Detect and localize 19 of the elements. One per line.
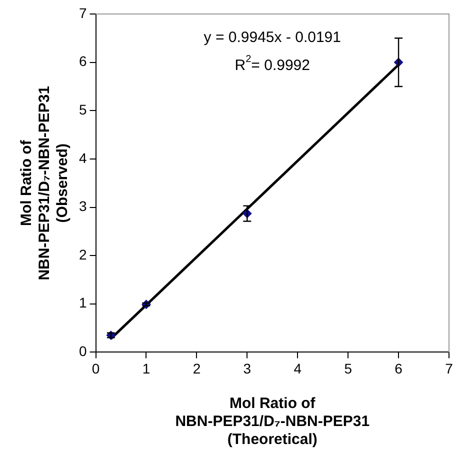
x-tick-label: 7: [445, 360, 454, 376]
y-axis-title: Mol Ratio of NBN-PEP31/D₇-NBN-PEP31 (Observed): [18, 86, 72, 280]
x-tick-label: 5: [344, 360, 352, 376]
y-tick-label: 2: [78, 246, 87, 262]
x-tick-label: 3: [243, 360, 252, 376]
x-tick-label: 1: [142, 360, 150, 376]
y-tick-label: 5: [78, 101, 87, 118]
x-tick-label: 6: [394, 360, 403, 376]
y-tick-label: 7: [78, 4, 87, 21]
x-tick-label: 2: [192, 360, 201, 376]
y-tick-label: 3: [78, 198, 87, 214]
annotation: y = 0.9945x - 0.0191: [204, 29, 341, 46]
y-tick-label: 6: [78, 53, 87, 70]
y-tick-label: 0: [78, 343, 87, 360]
x-tick-label: 4: [294, 360, 302, 376]
x-tick-label: 0: [92, 360, 100, 376]
x-axis-title: Mol Ratio of NBN-PEP31/D₇-NBN-PEP31 (Theoretical): [175, 395, 370, 448]
y-tick-label: 1: [78, 294, 87, 311]
y-tick-label: 4: [78, 150, 87, 166]
